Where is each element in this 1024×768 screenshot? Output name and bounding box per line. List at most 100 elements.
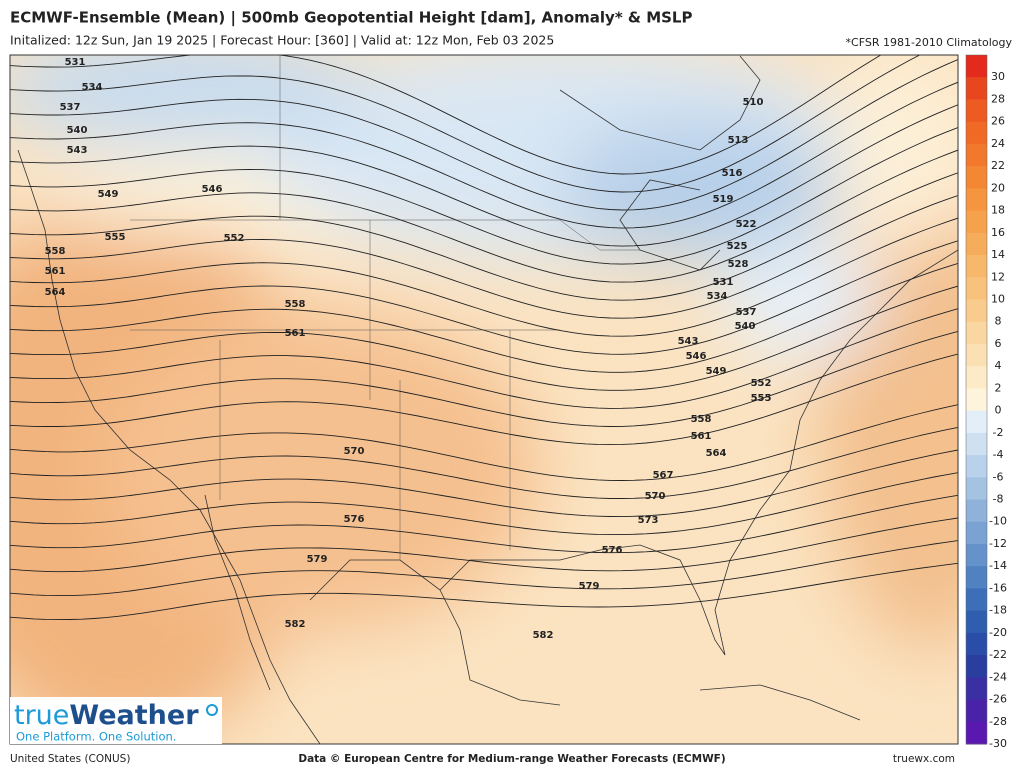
colorbar-swatch (966, 166, 987, 189)
colorbar-swatch (966, 588, 987, 612)
contour-label: 582 (285, 619, 306, 630)
contour-line (10, 472, 958, 536)
height-contours (10, 55, 958, 621)
colorbar-swatch (966, 210, 987, 234)
colorbar-label: -10 (989, 515, 1007, 528)
colorbar-label: 20 (991, 181, 1005, 194)
colorbar-label: 12 (991, 270, 1005, 283)
contour-label: 522 (736, 219, 757, 230)
colorbar-swatch (966, 543, 987, 567)
contour-line (10, 404, 958, 481)
colorbar-label: 30 (991, 70, 1005, 83)
colorbar-swatch (966, 521, 987, 545)
colorbar-swatch (966, 143, 987, 167)
colorbar-swatch (966, 477, 987, 501)
contour-label: 549 (706, 366, 727, 377)
logo-tagline: One Platform. One Solution. (16, 730, 176, 744)
contour-line (10, 494, 958, 554)
colorbar-label: 22 (991, 159, 1005, 172)
colorbar-swatch (966, 99, 987, 123)
colorbar-swatch (966, 121, 987, 145)
colorbar-swatch (966, 343, 987, 367)
contour-label: 534 (707, 291, 728, 302)
contour-label: 567 (653, 470, 674, 481)
logo-box (10, 697, 222, 744)
contour-label: 558 (45, 246, 66, 257)
contour-label: 543 (678, 336, 699, 347)
colorbar-swatch (966, 721, 987, 745)
colorbar-swatch (966, 410, 987, 434)
colorbar-label: -16 (989, 581, 1007, 594)
contour-line (10, 240, 958, 355)
contour-line (10, 127, 958, 265)
contour-label: 540 (735, 321, 756, 332)
contour-line (10, 55, 882, 175)
colorbar-label: -12 (989, 537, 1007, 550)
colorbar-label: -22 (989, 648, 1007, 661)
contour-line (10, 517, 958, 573)
contour-line (10, 149, 958, 283)
contour-label: 579 (579, 581, 600, 592)
contour-label: 564 (706, 448, 727, 459)
contour-label: 546 (686, 351, 707, 362)
colorbar-swatch (966, 232, 987, 256)
colorbar-swatch (966, 499, 987, 523)
colorbar-swatch (966, 366, 987, 389)
contour-label: 525 (727, 241, 748, 252)
colorbar-label: 10 (991, 292, 1005, 305)
colorbar-swatch (966, 188, 987, 212)
contour-label: 528 (728, 259, 749, 270)
colorbar-label: 24 (991, 137, 1005, 150)
colorbar-label: -26 (989, 693, 1007, 706)
contour-label: 561 (285, 328, 306, 339)
contour-label: 555 (105, 232, 126, 243)
contour-label: 570 (344, 446, 365, 457)
contour-label: 582 (533, 630, 554, 641)
logo-text: trueWeather (14, 700, 199, 731)
colorbar-label: -18 (989, 604, 1007, 617)
colorbar-label: -14 (989, 559, 1007, 572)
contour-line (10, 104, 958, 247)
footer-credit: Data © European Centre for Medium-range … (298, 753, 725, 765)
colorbar-swatch (966, 610, 987, 634)
contour-label: 555 (751, 393, 772, 404)
contour-label: 576 (344, 514, 365, 525)
colorbar-label: 14 (991, 248, 1005, 261)
contour-label: 552 (751, 378, 772, 389)
contour-label: 531 (65, 57, 86, 68)
subtitle: Initalized: 12z Sun, Jan 19 2025 | Forec… (10, 33, 554, 48)
contour-line (10, 55, 921, 193)
colorbar-label: 6 (995, 337, 1002, 350)
colorbar-swatch (966, 321, 987, 345)
colorbar: 302826242220181614121086420-2-4-6-8-10-1… (965, 54, 1007, 750)
contour-label: 543 (67, 145, 88, 156)
colorbar-swatch (966, 655, 987, 678)
logo-suffix: Weather (69, 700, 199, 731)
colorbar-swatch (966, 432, 987, 456)
contour-label: 534 (82, 82, 103, 93)
colorbar-label: 2 (995, 381, 1002, 394)
colorbar-label: 18 (991, 204, 1005, 217)
colorbar-frame (965, 54, 988, 745)
colorbar-swatch (966, 388, 987, 412)
colorbar-label: 0 (995, 404, 1002, 417)
contour-line (10, 330, 958, 427)
contour-label: 573 (638, 515, 659, 526)
footer-region: United States (CONUS) (10, 753, 130, 765)
contour-label: 537 (736, 307, 757, 318)
contour-line (10, 540, 958, 597)
contour-label: 561 (691, 431, 712, 442)
footer-site: truewx.com (893, 753, 955, 765)
contour-label: 576 (602, 545, 623, 556)
contour-line (10, 426, 958, 499)
colorbar-swatch (966, 277, 987, 300)
colorbar-swatch (966, 55, 987, 78)
colorbar-label: 26 (991, 115, 1005, 128)
coastlines (17, 55, 958, 744)
colorbar-swatch (966, 632, 987, 656)
contour-label: 549 (98, 189, 119, 200)
logo-prefix: true (14, 700, 69, 731)
